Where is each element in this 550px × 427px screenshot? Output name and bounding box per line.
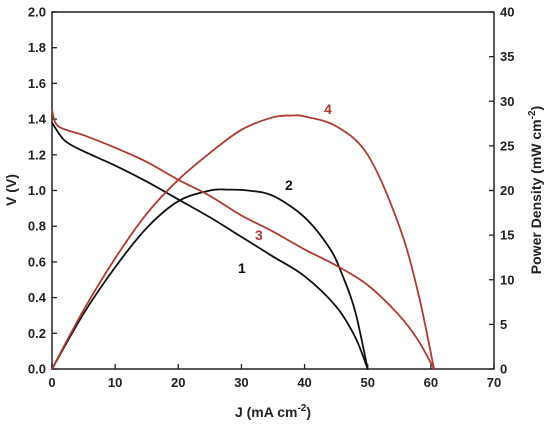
y-left-tick-label: 1.8 (28, 40, 46, 55)
plot-frame (51, 11, 495, 370)
y-left-axis-title: V (V) (3, 174, 19, 206)
y-right-tick-label: 10 (500, 272, 514, 287)
y-right-tick-label: 15 (500, 228, 514, 243)
y-left-tick-label: 0.0 (28, 362, 46, 377)
x-axis-title: J (mA cm-2) (235, 403, 311, 420)
y-left-tick-label: 0.8 (28, 219, 46, 234)
curve-label-2: 2 (285, 177, 293, 193)
y-right-tick-label: 20 (500, 183, 514, 198)
plot-axes (51, 11, 495, 370)
y-left-tick-label: 1.4 (28, 112, 47, 127)
x-tick-label: 10 (108, 375, 122, 390)
y-right-tick-label: 25 (500, 138, 514, 153)
x-tick-label: 60 (424, 375, 438, 390)
y-left-tick-label: 0.6 (28, 254, 46, 269)
x-tick-label: 50 (360, 375, 374, 390)
y-right-tick-label: 30 (500, 94, 514, 109)
y-right-axis-ticks: 0 5 10 15 20 25 30 35 40 (489, 5, 514, 377)
y-left-tick-label: 2.0 (28, 5, 46, 20)
y-left-tick-label: 1.6 (28, 76, 46, 91)
y-right-tick-label: 35 (500, 49, 514, 64)
curve-label-3: 3 (255, 227, 263, 243)
x-tick-label: 30 (234, 375, 248, 390)
y-left-tick-label: 1.2 (28, 147, 46, 162)
y-left-tick-label: 0.4 (28, 290, 47, 305)
y-left-tick-label: 0.2 (28, 326, 46, 341)
x-tick-label: 0 (48, 375, 55, 390)
series-group (51, 109, 435, 370)
series-line-3 (51, 109, 435, 370)
x-tick-label: 70 (487, 375, 501, 390)
series-line-1 (51, 121, 369, 370)
curve-label-1: 1 (238, 260, 246, 276)
y-right-tick-label: 40 (500, 5, 514, 20)
curve-label-4: 4 (324, 101, 332, 117)
y-right-axis-title: Power Density (mW cm-2) (527, 106, 544, 274)
series-line-2 (51, 188, 369, 370)
y-right-tick-label: 5 (500, 317, 507, 332)
y-left-axis-ticks: 0.0 0.2 0.4 0.6 0.8 1.0 1.2 1.4 1.6 1.8 2.0 (28, 5, 57, 377)
y-right-tick-label: 0 (500, 362, 507, 377)
x-tick-label: 20 (171, 375, 185, 390)
x-tick-label: 40 (297, 375, 311, 390)
y-left-tick-label: 1.0 (28, 183, 46, 198)
series-line-4 (51, 114, 435, 370)
